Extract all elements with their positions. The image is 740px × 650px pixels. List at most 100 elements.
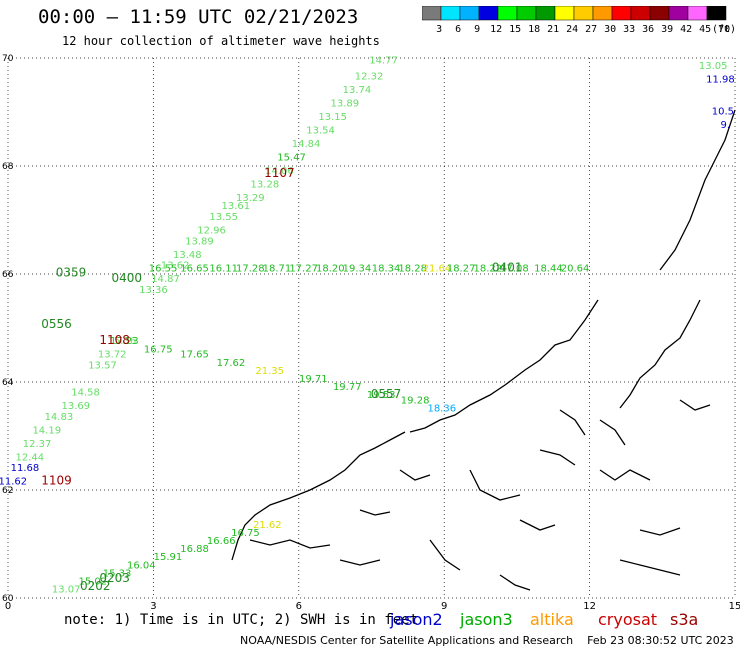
wave-height-point: 12.96 xyxy=(197,226,226,237)
coastline xyxy=(231,109,736,591)
wave-height-point: 18.22 xyxy=(473,263,502,274)
coastline-segment xyxy=(519,519,556,531)
pass-time-label: 0556 xyxy=(41,317,72,331)
coastline-segment xyxy=(599,419,626,446)
series-group: 17.23 16.75 17.65 17.62 21.35 19.71 19.77 19.53… xyxy=(110,336,456,415)
wave-height-point: 15.36 xyxy=(108,336,137,347)
y-tick-label: 60 xyxy=(2,594,14,604)
pass-time-label: 0557 xyxy=(371,387,402,401)
wave-height-point: 16.65 xyxy=(180,263,209,274)
wave-height-point: 11.68 xyxy=(11,463,40,474)
coastline-segment xyxy=(679,399,711,411)
wave-height-point: 13.55 xyxy=(209,212,238,223)
wave-height-point: 12.44 xyxy=(15,452,44,463)
colorbar-unit: (ft) xyxy=(712,24,736,35)
wave-height-point: 14.58 xyxy=(71,388,100,399)
series-group: 13.05 11.98 10.5 9. xyxy=(699,61,735,131)
wave-height-point: 16.88 xyxy=(180,544,209,555)
coastline-segment xyxy=(639,527,681,536)
wave-height-point: 19.71 xyxy=(299,374,328,385)
wave-height-point: 14.06 xyxy=(265,166,294,177)
coastline-segment xyxy=(399,469,431,481)
wave-height-point: 18.27 xyxy=(447,263,476,274)
pass-time-label: 0401 xyxy=(492,260,523,274)
wave-height-point: 18.28 xyxy=(398,263,427,274)
colorbar-tick-label: 21 xyxy=(547,24,559,35)
satellite-legend-item: s3a xyxy=(670,610,699,629)
x-tick-label: 3 xyxy=(150,601,156,610)
pass-time-label: 0203 xyxy=(99,571,130,585)
wave-height-point: 21.35 xyxy=(255,366,284,377)
series-group: 13.0715.0215.3316.0415.9116.8816.6616.75… xyxy=(52,520,282,596)
colorbar-tick-label: 15 xyxy=(509,24,521,35)
wave-height-point: 14.77 xyxy=(369,55,398,66)
colorbar-tick-label: 12 xyxy=(490,24,502,35)
wave-height-point: 13.07 xyxy=(52,585,81,596)
wave-height-point: 13.48 xyxy=(173,250,202,261)
wave-height-point: 18.71 xyxy=(263,263,292,274)
pass-time-label: 0202 xyxy=(80,579,111,593)
wave-height-point: 13.72 xyxy=(98,350,127,361)
wave-height-point: 10.5 xyxy=(712,107,734,118)
y-tick-label: 64 xyxy=(2,378,14,388)
wave-height-point: 16.04 xyxy=(127,560,156,571)
wave-height-point: 13.36 xyxy=(139,285,168,296)
wave-height-point: 17.23 xyxy=(110,336,139,347)
series-group: 14.77 12.32 13.74 13.89 13.15 13.54 14.84 15.47… xyxy=(0,55,398,487)
x-tick-label: 15 xyxy=(729,601,740,610)
coastline-segment xyxy=(409,299,599,433)
page-subtitle: 12 hour collection of altimeter wave hei… xyxy=(62,34,380,48)
colorbar-swatch xyxy=(706,6,727,21)
colorbar-tick-label: 18 xyxy=(528,24,540,35)
wave-height-point: 19.28 xyxy=(401,396,430,407)
wave-height-point: 13.28 xyxy=(251,180,280,191)
wave-height-point: 13.61 xyxy=(221,201,250,212)
colorbar-tick-label: 45 xyxy=(699,24,711,35)
wave-height-point: 13.89 xyxy=(331,99,360,110)
wave-height-point: 17.65 xyxy=(180,350,209,361)
x-tick-label: 0 xyxy=(5,601,11,610)
footer-credit: NOAA/NESDIS Center for Satellite Applica… xyxy=(240,634,734,647)
pass-time-label: 0400 xyxy=(111,271,142,285)
wave-height-point: 12.32 xyxy=(355,72,384,83)
colorbar-tick-label: 70 xyxy=(718,24,730,35)
wave-height-point: 14.19 xyxy=(32,425,61,436)
wave-height-point: 13.57 xyxy=(88,361,117,372)
series-group: 16.55 16.65 16.1117.2818.7117.2718.2019.34… xyxy=(149,263,590,274)
page-title: 00:00 – 11:59 UTC 02/21/2023 xyxy=(38,6,359,28)
wave-height-point: 15.33 xyxy=(103,568,132,579)
wave-height-point: 18.34 xyxy=(372,263,401,274)
coastline-segment xyxy=(619,559,681,576)
wave-height-point: 19.53 xyxy=(367,390,396,401)
pass-time-label: 1107 xyxy=(264,166,295,180)
colorbar-tick-label: 24 xyxy=(566,24,578,35)
wave-height-point: 15.47 xyxy=(277,153,306,164)
colorbar-tick-label: 27 xyxy=(585,24,597,35)
wave-height-point: 21.64 xyxy=(423,263,452,274)
satellite-legend-item: altika xyxy=(530,610,574,629)
coastline-segment xyxy=(659,109,736,271)
wave-height-point: 13.74 xyxy=(343,85,372,96)
colorbar-tick-label: 9 xyxy=(474,24,480,35)
colorbar-tick-label: 30 xyxy=(604,24,616,35)
y-tick-label: 68 xyxy=(2,162,14,172)
wave-height-point: 12.37 xyxy=(23,439,52,450)
y-tick-label: 62 xyxy=(2,486,13,496)
colorbar-tick-label: 39 xyxy=(661,24,673,35)
colorbar-tick-label: 36 xyxy=(642,24,654,35)
coastline-segment xyxy=(469,469,521,501)
wave-height-point: 15.02 xyxy=(78,577,107,588)
wave-height-point: 11.98 xyxy=(706,74,735,85)
coastline-segment xyxy=(599,469,651,481)
x-tick-label: 6 xyxy=(296,601,302,610)
colorbar-tick-label: 3 xyxy=(436,24,442,35)
x-tick-label: 12 xyxy=(583,601,596,610)
wave-height-point: 14.87 xyxy=(151,274,180,285)
wave-height-point: 13.05 xyxy=(699,61,728,72)
coastline-segment xyxy=(619,299,701,409)
pass-time-label: 1108 xyxy=(99,333,130,347)
wave-height-point: 9. xyxy=(721,120,731,131)
wave-height-point: 13.15 xyxy=(318,112,347,123)
color-scale-legend: 3 6 9 12 15 18 21 24 27 30 33 36 39 42 45 70(ft) xyxy=(422,6,736,35)
wave-height-point: 16.75 xyxy=(231,528,260,539)
